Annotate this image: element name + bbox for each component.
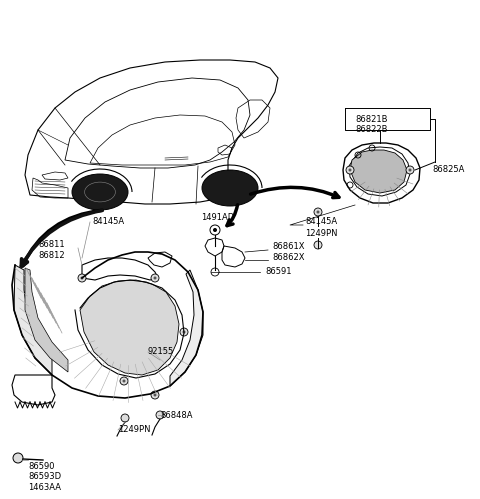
Circle shape <box>314 241 322 249</box>
Text: 86821B
86822B: 86821B 86822B <box>355 115 387 134</box>
Circle shape <box>121 414 129 422</box>
Text: 1249PN: 1249PN <box>305 230 337 239</box>
Circle shape <box>120 377 128 385</box>
Circle shape <box>154 394 156 397</box>
Polygon shape <box>25 268 68 372</box>
Circle shape <box>13 453 23 463</box>
Polygon shape <box>80 280 179 375</box>
Circle shape <box>156 411 164 419</box>
Text: 86591: 86591 <box>265 267 291 276</box>
Text: 86590
86593D
1463AA: 86590 86593D 1463AA <box>28 462 61 492</box>
Text: 1249PN: 1249PN <box>118 426 151 435</box>
Polygon shape <box>170 270 203 386</box>
Text: 92155: 92155 <box>148 347 174 356</box>
Text: 86861X
86862X: 86861X 86862X <box>272 243 304 261</box>
Circle shape <box>408 169 411 172</box>
FancyArrowPatch shape <box>251 187 339 198</box>
Circle shape <box>348 169 351 172</box>
Text: 84145A: 84145A <box>305 218 337 227</box>
Polygon shape <box>350 150 407 193</box>
FancyArrowPatch shape <box>23 210 102 266</box>
Circle shape <box>154 276 156 279</box>
Polygon shape <box>14 265 52 375</box>
Circle shape <box>122 380 125 383</box>
Text: 86811
86812: 86811 86812 <box>38 241 65 259</box>
Text: 1491AD: 1491AD <box>202 214 235 223</box>
Circle shape <box>316 211 320 214</box>
Text: 86825A: 86825A <box>432 166 464 175</box>
Circle shape <box>314 208 322 216</box>
Circle shape <box>180 328 188 336</box>
Circle shape <box>182 330 185 333</box>
Circle shape <box>81 276 84 279</box>
FancyArrowPatch shape <box>227 205 238 226</box>
Text: 84145A: 84145A <box>92 218 124 227</box>
Circle shape <box>78 274 86 282</box>
Circle shape <box>151 391 159 399</box>
Circle shape <box>151 274 159 282</box>
Ellipse shape <box>72 174 128 210</box>
Circle shape <box>406 166 414 174</box>
Text: 86848A: 86848A <box>160 411 192 420</box>
Circle shape <box>213 228 217 232</box>
Circle shape <box>346 166 354 174</box>
Ellipse shape <box>202 170 258 206</box>
